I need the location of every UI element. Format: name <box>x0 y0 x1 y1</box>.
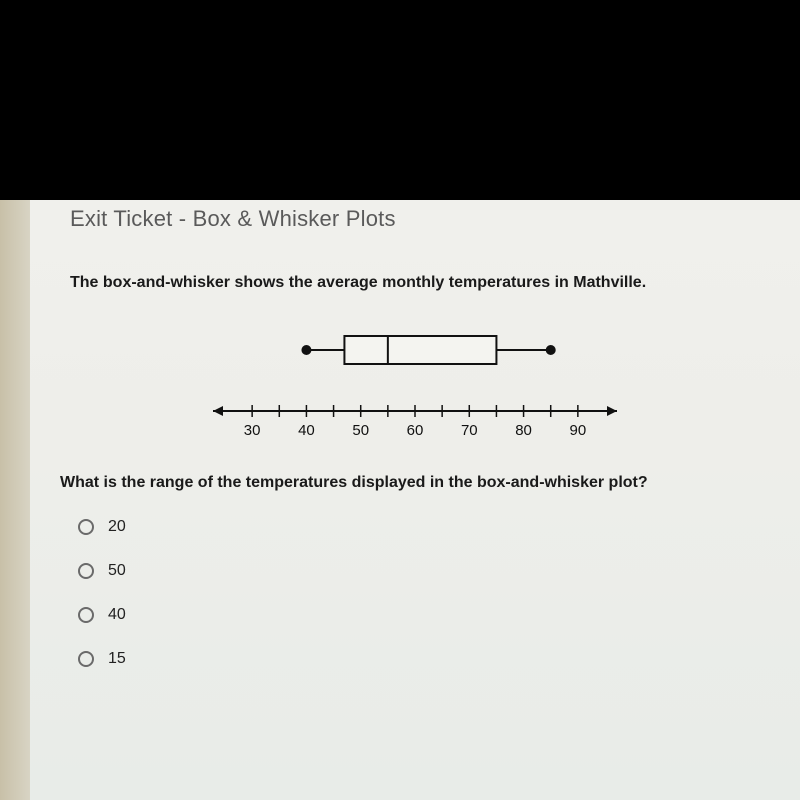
radio-icon <box>78 651 94 667</box>
svg-text:80: 80 <box>515 422 532 439</box>
svg-text:60: 60 <box>407 422 424 439</box>
option-2[interactable]: 40 <box>78 606 770 624</box>
page-title: Exit Ticket - Box & Whisker Plots <box>60 200 770 256</box>
option-label: 40 <box>108 606 126 624</box>
options-group: 20 50 40 15 <box>60 518 770 668</box>
option-label: 50 <box>108 562 126 580</box>
worksheet-content: Exit Ticket - Box & Whisker Plots The bo… <box>30 200 800 800</box>
radio-icon <box>78 563 94 579</box>
option-0[interactable]: 20 <box>78 518 770 536</box>
prompt-text: The box-and-whisker shows the average mo… <box>60 256 770 310</box>
radio-icon <box>78 519 94 535</box>
option-3[interactable]: 15 <box>78 650 770 668</box>
paper-left-edge <box>0 200 30 800</box>
svg-text:30: 30 <box>244 422 261 439</box>
svg-text:50: 50 <box>352 422 369 439</box>
question-text: What is the range of the temperatures di… <box>60 460 770 518</box>
option-1[interactable]: 50 <box>78 562 770 580</box>
radio-icon <box>78 607 94 623</box>
svg-text:40: 40 <box>298 422 315 439</box>
svg-text:70: 70 <box>461 422 478 439</box>
svg-text:90: 90 <box>570 422 587 439</box>
boxplot-svg: 30 40 50 60 70 80 90 <box>205 316 625 446</box>
top-black-bar <box>0 0 800 200</box>
option-label: 15 <box>108 650 126 668</box>
boxplot-container: 30 40 50 60 70 80 90 <box>60 310 770 460</box>
option-label: 20 <box>108 518 126 536</box>
